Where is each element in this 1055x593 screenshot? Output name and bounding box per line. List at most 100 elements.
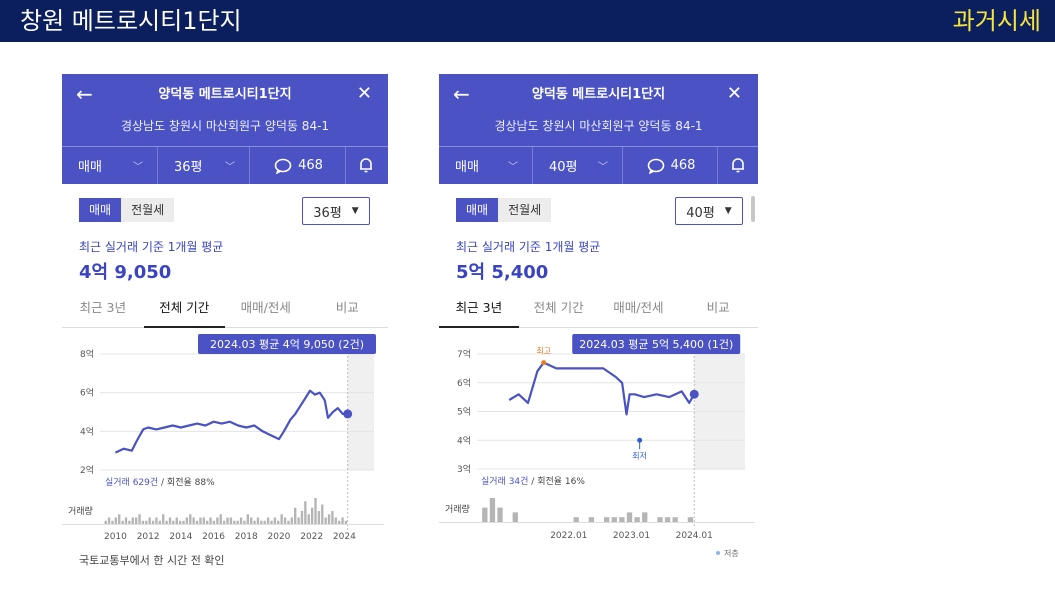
tab-recent-3y[interactable]: 최근 3년 [439, 292, 519, 328]
deal-type-label: 매매 [455, 160, 479, 175]
price-line [114, 389, 348, 454]
tab-compare[interactable]: 비교 [706, 300, 730, 315]
y-tick-label: 2억 [80, 464, 94, 476]
price-chart[interactable]: 8억 6억 4억 2억 2024.03 평균 4억 9,050 (2건) 실거래 629건… [62, 332, 388, 550]
x-tick-label: 2012 [137, 532, 160, 542]
tab-compare[interactable]: 비교 [335, 300, 359, 315]
close-icon[interactable]: ✕ [356, 83, 372, 104]
volume-bar [236, 520, 239, 524]
segment-rent[interactable]: 전월세 [498, 198, 552, 222]
panel-header: ← 양덕동 메트로시티1단지 ✕ 경상남도 창원시 마산회원구 양덕동 84-1… [62, 74, 388, 184]
volume-bar [226, 517, 229, 524]
deal-type-dropdown[interactable]: 매매 ﹀ [62, 147, 158, 184]
avg-label: 최근 실거래 기준 1개월 평균 [456, 240, 601, 254]
volume-bar [107, 517, 111, 524]
trade-count: 실거래 629건 [105, 477, 158, 488]
volume-bar [287, 520, 290, 524]
segment-rent[interactable]: 전월세 [121, 198, 175, 222]
volume-bar [664, 517, 671, 522]
page-subtitle: 과거시세 [952, 7, 1041, 35]
segment-sale[interactable]: 매매 [456, 198, 499, 222]
current-point [689, 389, 699, 399]
volume-bar [121, 520, 124, 524]
volume-bar [253, 520, 256, 524]
tab-all-period[interactable]: 전체 기간 [143, 292, 226, 328]
volume-bar [128, 520, 131, 524]
volume-bar [263, 520, 266, 524]
caret-down-icon: ▼ [724, 206, 732, 216]
volume-bar [611, 517, 617, 522]
chevron-down-icon: ﹀ [598, 162, 608, 173]
tab-sale-rent[interactable]: 매매/전세 [240, 300, 291, 315]
size-select[interactable]: 36평 ▼ [302, 197, 370, 225]
volume-bar [134, 517, 138, 524]
chevron-down-icon: ﹀ [225, 162, 235, 173]
back-arrow-icon[interactable]: ← [453, 82, 470, 106]
bell-icon[interactable] [346, 147, 386, 184]
volume-bar [222, 520, 226, 524]
deal-segment: 매매 전월세 [79, 198, 175, 222]
volume-bar [489, 498, 496, 522]
segment-sale[interactable]: 매매 [79, 198, 122, 222]
tab-sale-rent[interactable]: 매매/전세 [613, 300, 664, 315]
x-tick-label: 2022 [300, 532, 323, 542]
volume-bar [687, 517, 694, 522]
volume-bar [573, 517, 579, 522]
volume-bar [172, 520, 175, 524]
close-icon[interactable]: ✕ [726, 83, 742, 104]
volume-bar [321, 504, 324, 524]
size-dropdown[interactable]: 36평 ﹀ [158, 147, 250, 184]
x-tick-label: 2020 [268, 532, 291, 542]
volume-bar [192, 517, 195, 524]
volume-bar [212, 520, 216, 524]
volume-bar [642, 512, 648, 522]
volume-bar [277, 520, 280, 524]
x-tick-label: 2016 [202, 532, 225, 542]
size-label: 36평 [174, 160, 203, 175]
size-select[interactable]: 40평 ▼ [675, 197, 743, 225]
deal-type-label: 매매 [78, 160, 102, 175]
volume-bar [148, 517, 151, 524]
deal-type-dropdown[interactable]: 매매 ﹀ [439, 147, 533, 184]
toolbar: 매매 ﹀ 36평 ﹀ 468 [62, 147, 388, 184]
tab-recent-3y[interactable]: 최근 3년 [79, 300, 126, 315]
bell-icon[interactable] [718, 147, 758, 184]
volume-bar [151, 520, 155, 524]
size-dropdown[interactable]: 40평 ﹀ [533, 147, 623, 184]
volume-bar [634, 517, 640, 522]
current-point [343, 409, 353, 419]
volume-bar [185, 517, 189, 524]
deal-segment: 매매 전월세 [456, 198, 552, 222]
period-tabs: 최근 3년 전체 기간 매매/전세 비교 [62, 292, 388, 328]
back-arrow-icon[interactable]: ← [76, 82, 93, 106]
volume-bar [189, 514, 192, 524]
high-point [541, 360, 547, 366]
tab-all-period[interactable]: 전체 기간 [533, 300, 584, 315]
scrollbar[interactable] [751, 196, 755, 222]
y-tick-label: 6억 [457, 377, 471, 389]
comments-button[interactable]: 468 [250, 147, 346, 184]
volume-bar [175, 517, 178, 524]
volume-bar [124, 517, 128, 524]
volume-bar [182, 520, 185, 524]
volume-bar [273, 517, 277, 524]
comments-button[interactable]: 468 [623, 147, 718, 184]
y-tick-label: 5억 [457, 406, 471, 418]
period-tabs: 최근 3년 전체 기간 매매/전세 비교 [439, 292, 758, 328]
volume-bar [246, 514, 250, 524]
divider [62, 146, 388, 147]
x-tick-label: 2024.01 [676, 531, 713, 541]
volume-bar [270, 520, 273, 524]
volume-bar [209, 517, 212, 524]
volume-bar [307, 514, 310, 524]
volume-bar [260, 520, 263, 524]
volume-bar [334, 517, 337, 524]
volume-bar [158, 520, 162, 524]
volume-bar [327, 514, 331, 524]
size-select-value: 40평 [686, 205, 715, 221]
size-label: 40평 [549, 160, 578, 175]
volume-bar [310, 507, 314, 524]
x-tick-label: 2023.01 [613, 531, 650, 541]
volume-bar [482, 507, 488, 522]
